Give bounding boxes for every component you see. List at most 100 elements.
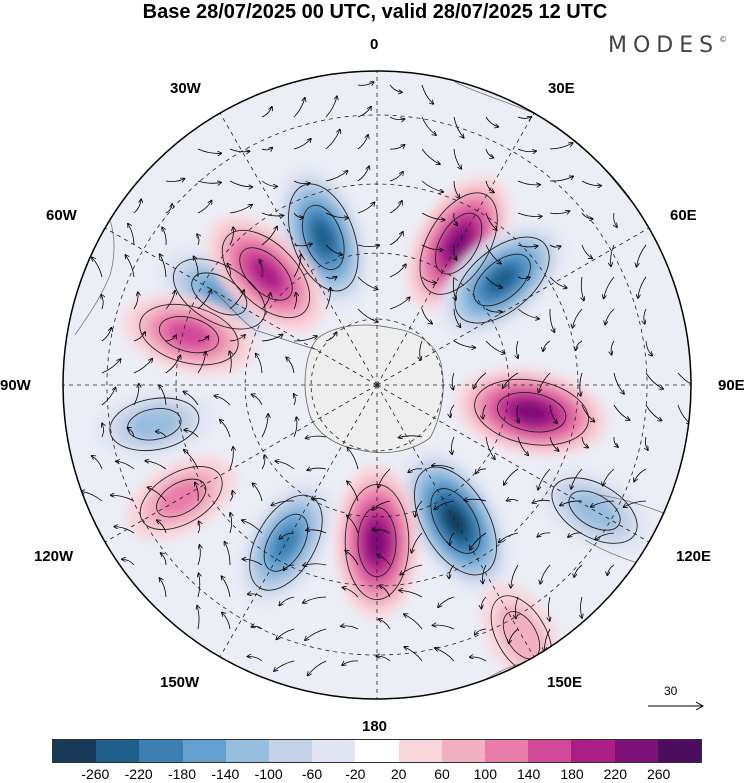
wind-arrow <box>517 308 539 319</box>
colorbar-tick-label: -180 <box>167 766 197 782</box>
wind-arrow <box>464 499 487 501</box>
wind-arrow <box>404 614 423 630</box>
wind-arrow <box>325 129 340 150</box>
height-contour <box>473 253 531 307</box>
wind-arrow <box>159 578 167 598</box>
wind-arrow <box>517 436 528 455</box>
height-contour <box>239 247 293 301</box>
wind-arrow <box>279 596 295 605</box>
wind-arrow <box>378 468 391 488</box>
wind-arrow <box>293 139 311 150</box>
wind-arrow <box>485 276 502 288</box>
negative-anomaly <box>312 221 334 254</box>
wind-arrow <box>415 500 423 517</box>
wind-arrow <box>580 372 582 396</box>
wind-arrow <box>148 487 167 502</box>
wind-arrow <box>325 96 337 118</box>
lon-label-0: 0 <box>370 36 379 53</box>
colorbar-ticks: -260 -220 -180 -140 -100 -60 -20 20 60 100 140 180 2… <box>0 766 750 783</box>
brand-mark: © <box>719 35 728 44</box>
wind-arrow <box>306 530 327 534</box>
wind-arrow <box>293 244 312 246</box>
wind-arrow <box>473 372 487 389</box>
wind-arrow <box>645 340 652 356</box>
wind-arrow <box>101 387 116 406</box>
wind-arrow <box>517 117 531 119</box>
wind-arrow <box>485 308 502 312</box>
colorbar-tick-label: 220 <box>603 766 628 782</box>
wind-arrow <box>389 232 403 246</box>
colorbar <box>52 739 702 763</box>
wind-arrow <box>549 143 573 150</box>
wind-arrow <box>357 135 368 150</box>
wind-arrow <box>485 116 498 127</box>
wind-arrow <box>133 359 152 374</box>
wind-arrow <box>293 336 317 342</box>
colorbar-swatch <box>571 740 615 762</box>
wind-arrow <box>92 456 103 470</box>
wind-arrow <box>92 257 103 278</box>
wind-arrow <box>342 660 359 665</box>
wind-arrow <box>483 564 487 583</box>
wind-arrow <box>607 564 615 575</box>
colorbar-swatch <box>657 740 702 762</box>
negative-anomaly <box>272 525 300 560</box>
wind-arrow <box>470 657 487 662</box>
wind-arrow <box>543 340 551 351</box>
wind-vectors <box>81 82 691 676</box>
wind-arrow <box>581 276 584 300</box>
wind-arrow <box>399 590 423 598</box>
wind-arrow <box>549 276 567 288</box>
wind-arrow <box>111 495 135 502</box>
wind-arrow <box>229 290 244 310</box>
wind-arrow <box>611 340 615 355</box>
wind-arrow <box>372 500 391 510</box>
wind-arrow <box>102 423 104 438</box>
colorbar-tick-label: 20 <box>390 766 407 782</box>
wind-arrow <box>614 212 617 227</box>
wind-arrow <box>549 176 573 182</box>
wind-arrow <box>242 559 263 566</box>
colorbar-swatch <box>96 740 140 762</box>
wind-arrow <box>157 520 167 534</box>
colorbar-tick-label: 100 <box>473 766 498 782</box>
wind-arrow <box>325 212 348 218</box>
wind-arrow <box>537 532 551 537</box>
wind-arrow <box>572 308 583 328</box>
wind-arrow <box>279 532 295 539</box>
wind-arrow <box>261 226 277 246</box>
wind-arrow <box>128 224 135 246</box>
wind-arrow <box>485 436 495 459</box>
wind-arrow <box>159 385 167 406</box>
wind-arrow <box>133 332 145 342</box>
wind-arrow <box>127 428 135 438</box>
wind-arrow <box>581 180 601 186</box>
latitude-circle <box>310 318 444 452</box>
wind-arrow <box>485 180 494 193</box>
wind-arrow <box>581 244 592 258</box>
wind-arrow <box>229 491 233 502</box>
wind-arrow <box>420 340 422 360</box>
wind-arrow <box>613 404 630 420</box>
wind-arrow <box>603 468 615 486</box>
wind-arrow <box>540 564 551 584</box>
wind-arrow <box>161 553 167 566</box>
wind-arrow <box>347 515 359 534</box>
colorbar-tick-label: 260 <box>646 766 671 782</box>
wind-arrow <box>224 542 231 566</box>
wind-arrow <box>276 628 295 639</box>
wind-arrow <box>549 436 559 451</box>
wind-arrow <box>576 340 583 350</box>
colorbar-swatch <box>312 740 356 762</box>
wind-arrow <box>261 212 284 216</box>
wind-arrow <box>379 585 391 598</box>
height-contour <box>221 229 311 319</box>
brand-name: MODES <box>608 33 720 58</box>
height-contour <box>302 204 345 271</box>
wind-arrow <box>611 244 615 266</box>
wind-arrow <box>399 436 423 438</box>
wind-arrow <box>645 404 662 421</box>
wind-arrow <box>229 205 252 214</box>
wind-arrow <box>357 245 379 247</box>
wind-arrow <box>517 245 538 247</box>
